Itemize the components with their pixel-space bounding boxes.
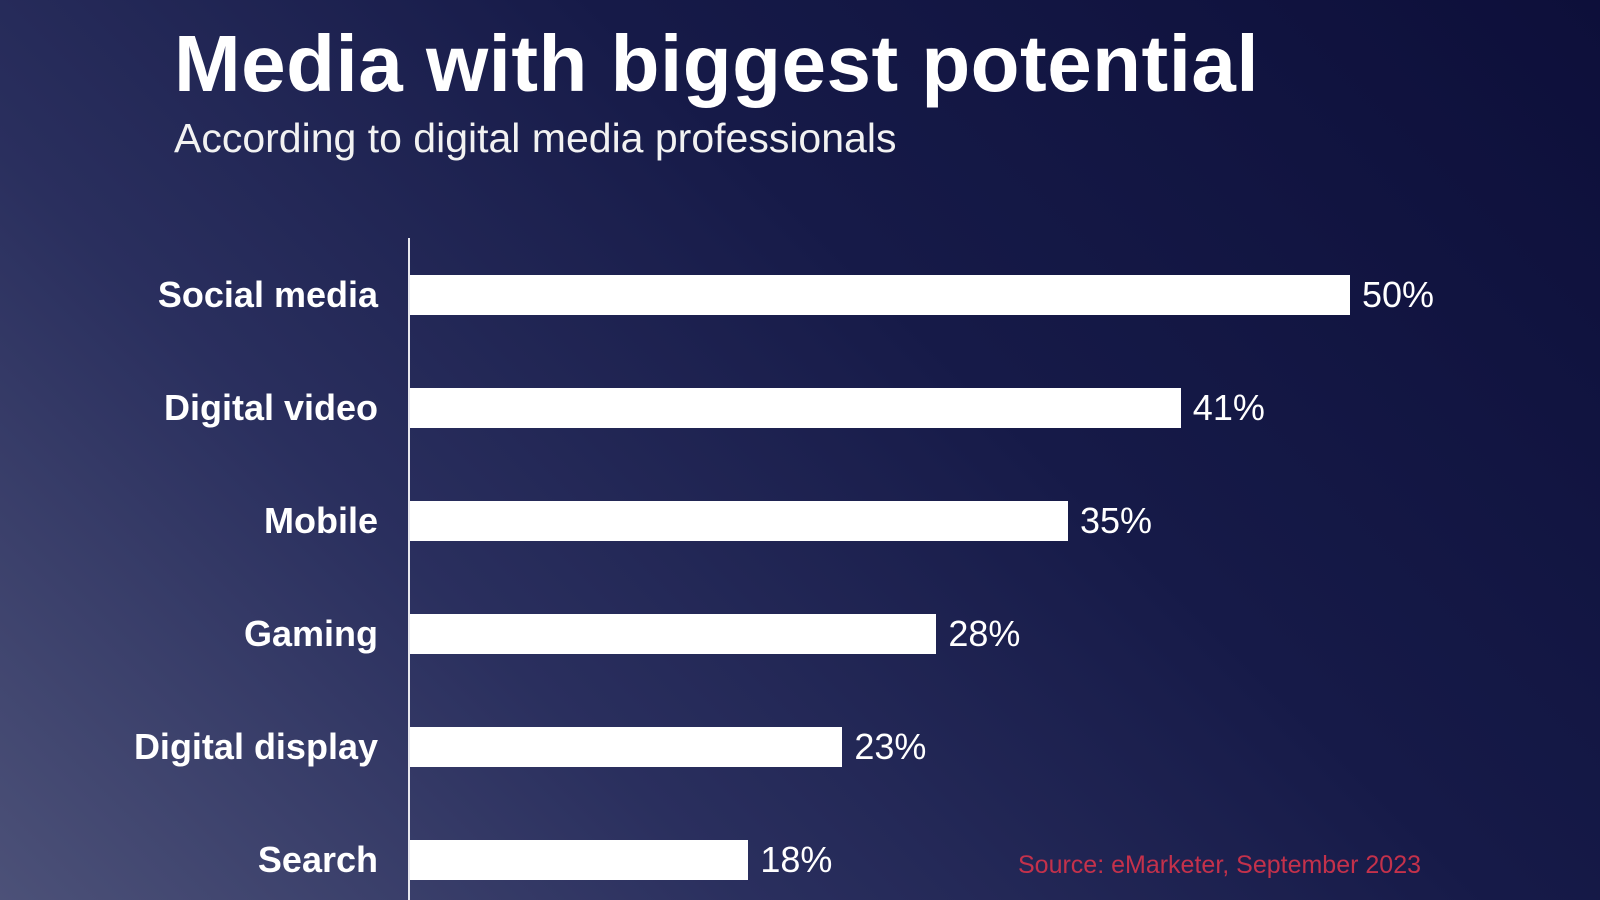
category-label: Search <box>257 839 378 880</box>
category-label: Digital display <box>133 726 378 767</box>
bar <box>410 614 937 654</box>
value-label: 50% <box>1362 274 1435 315</box>
category-label: Social media <box>157 274 378 315</box>
value-label: 18% <box>760 839 833 880</box>
value-label: 35% <box>1080 500 1153 541</box>
value-label: 28% <box>948 613 1021 654</box>
bar <box>410 275 1350 315</box>
category-axis-line <box>408 238 410 900</box>
category-label: Gaming <box>243 613 378 654</box>
value-label: 23% <box>854 726 927 767</box>
source-note: Source: eMarketer, September 2023 <box>1018 851 1422 879</box>
chart-title: Media with biggest potential <box>174 19 1260 108</box>
bar <box>410 727 843 767</box>
value-label: 41% <box>1192 387 1265 428</box>
chart-subtitle: According to digital media professionals <box>174 115 897 161</box>
bar <box>410 501 1068 541</box>
bar <box>410 840 749 880</box>
category-label: Mobile <box>264 500 378 541</box>
category-label: Digital video <box>163 387 378 428</box>
bar <box>410 388 1181 428</box>
